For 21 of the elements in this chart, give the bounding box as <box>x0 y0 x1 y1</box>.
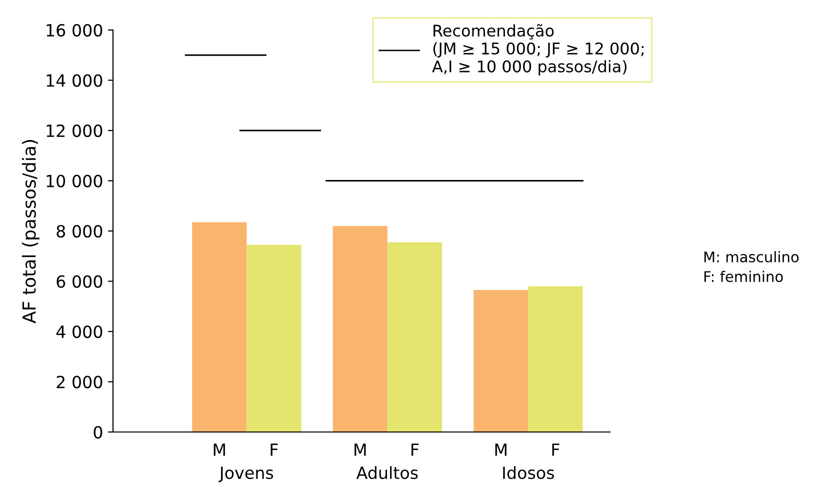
y-tick-label: 4 000 <box>56 325 102 338</box>
text: Jovens <box>218 466 274 482</box>
y-tick-label: 10 000 <box>46 174 102 188</box>
y-tick-label: 0 <box>94 426 102 439</box>
y-axis-title: AF total (passos/dia) <box>22 140 40 324</box>
x-tick-label: F <box>270 444 278 456</box>
y-tick-label: 16 000 <box>46 24 102 37</box>
ref-line-label: Recomendação (JM ≥ 15 000; JF ≥ 12 000; A,I ≥ 10 000 passos/dia) <box>432 24 644 76</box>
x-tick-label: F <box>412 444 419 456</box>
x-tick-label: F <box>552 444 560 456</box>
text: Adultos <box>356 466 418 480</box>
text: Idosos <box>503 466 554 480</box>
text: M: masculino F: feminino <box>704 251 799 282</box>
y-tick-label: 6 000 <box>56 275 102 288</box>
y-tick-label: 12 000 <box>46 124 102 138</box>
x-tick-label: M <box>354 444 366 456</box>
y-tick-label: 14 000 <box>46 74 102 87</box>
y-tick-label: 2 000 <box>56 376 102 388</box>
x-tick-label: M <box>495 444 506 456</box>
y-tick-label: 8 000 <box>56 224 102 238</box>
x-tick-label: M <box>214 444 225 456</box>
